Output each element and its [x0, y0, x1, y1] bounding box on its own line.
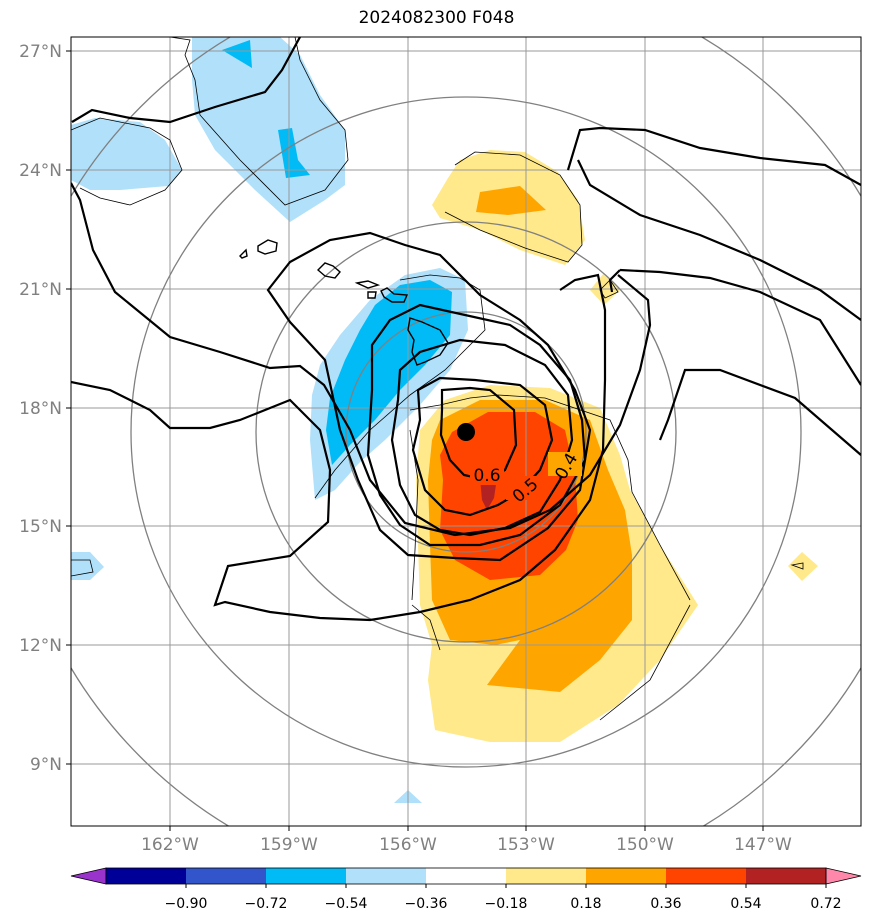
contour-label-bg: [470, 463, 504, 485]
colorbar-tick-label: −0.36: [405, 896, 448, 912]
lat-label: 9°N: [30, 755, 62, 775]
colorbar-tick-label: −0.54: [325, 896, 368, 912]
negative-anomaly-shading: [71, 37, 468, 803]
colorbar-segment: [266, 868, 347, 884]
lat-label: 27°N: [19, 42, 62, 62]
colorbar-segment: [586, 868, 667, 884]
map-title: 2024082300 F048: [358, 8, 515, 28]
colorbar-segment: [426, 868, 507, 884]
hawaii-islands: [239, 239, 449, 366]
lat-label: 18°N: [19, 399, 62, 419]
colorbar-tick-label: −0.72: [245, 896, 288, 912]
lon-label: 147°W: [734, 835, 792, 855]
colorbar-frame: [105, 867, 827, 885]
colorbar-segment: [746, 868, 827, 884]
colorbar-tick-label: 0.72: [810, 896, 841, 912]
axis-ticks: [66, 50, 764, 831]
colorbar-segment: [506, 868, 587, 884]
colorbar-tick-label: 0.36: [650, 896, 681, 912]
longitude-labels: 162°W 159°W 156°W 153°W 150°W 147°W: [141, 835, 792, 855]
lat-label: 12°N: [19, 636, 62, 656]
lon-label: 159°W: [260, 835, 318, 855]
colorbar-extend-high: [825, 867, 862, 885]
colorbar-tick-label: −0.18: [485, 896, 528, 912]
map-frame: [70, 36, 862, 827]
contour-label-0.6: 0.6: [473, 466, 500, 486]
colorbar-segment: [186, 868, 267, 884]
colorbar-extend-low: [70, 867, 107, 885]
thin-contours: [71, 37, 804, 721]
range-rings: [71, 37, 861, 826]
storm-center-marker: [457, 423, 475, 441]
map-area: 0.6 0.5 0.4: [71, 37, 861, 826]
contour-label-bg: [506, 476, 540, 500]
colorbar-segment: [346, 868, 427, 884]
colorbar-tick-label: −0.90: [165, 896, 208, 912]
lat-label: 15°N: [19, 517, 62, 537]
lon-label: 162°W: [141, 835, 199, 855]
thick-contours: [71, 37, 861, 622]
lon-label: 150°W: [616, 835, 674, 855]
colorbar: −0.90 −0.72 −0.54 −0.36 −0.18 0.18 0.36 0.54 0.7…: [70, 867, 862, 912]
latitude-labels: 27°N 24°N 21°N 18°N 15°N 12°N 9°N: [19, 42, 62, 775]
colorbar-tick-label: 0.54: [730, 896, 761, 912]
lat-label: 24°N: [19, 161, 62, 181]
lat-label: 21°N: [19, 280, 62, 300]
lon-label: 156°W: [379, 835, 437, 855]
colorbar-segment: [666, 868, 747, 884]
graticule: [71, 37, 861, 826]
lon-label: 153°W: [497, 835, 555, 855]
colorbar-tick-label: 0.18: [570, 896, 601, 912]
contour-label-bg: [548, 452, 582, 476]
colorbar-segment: [106, 868, 187, 884]
